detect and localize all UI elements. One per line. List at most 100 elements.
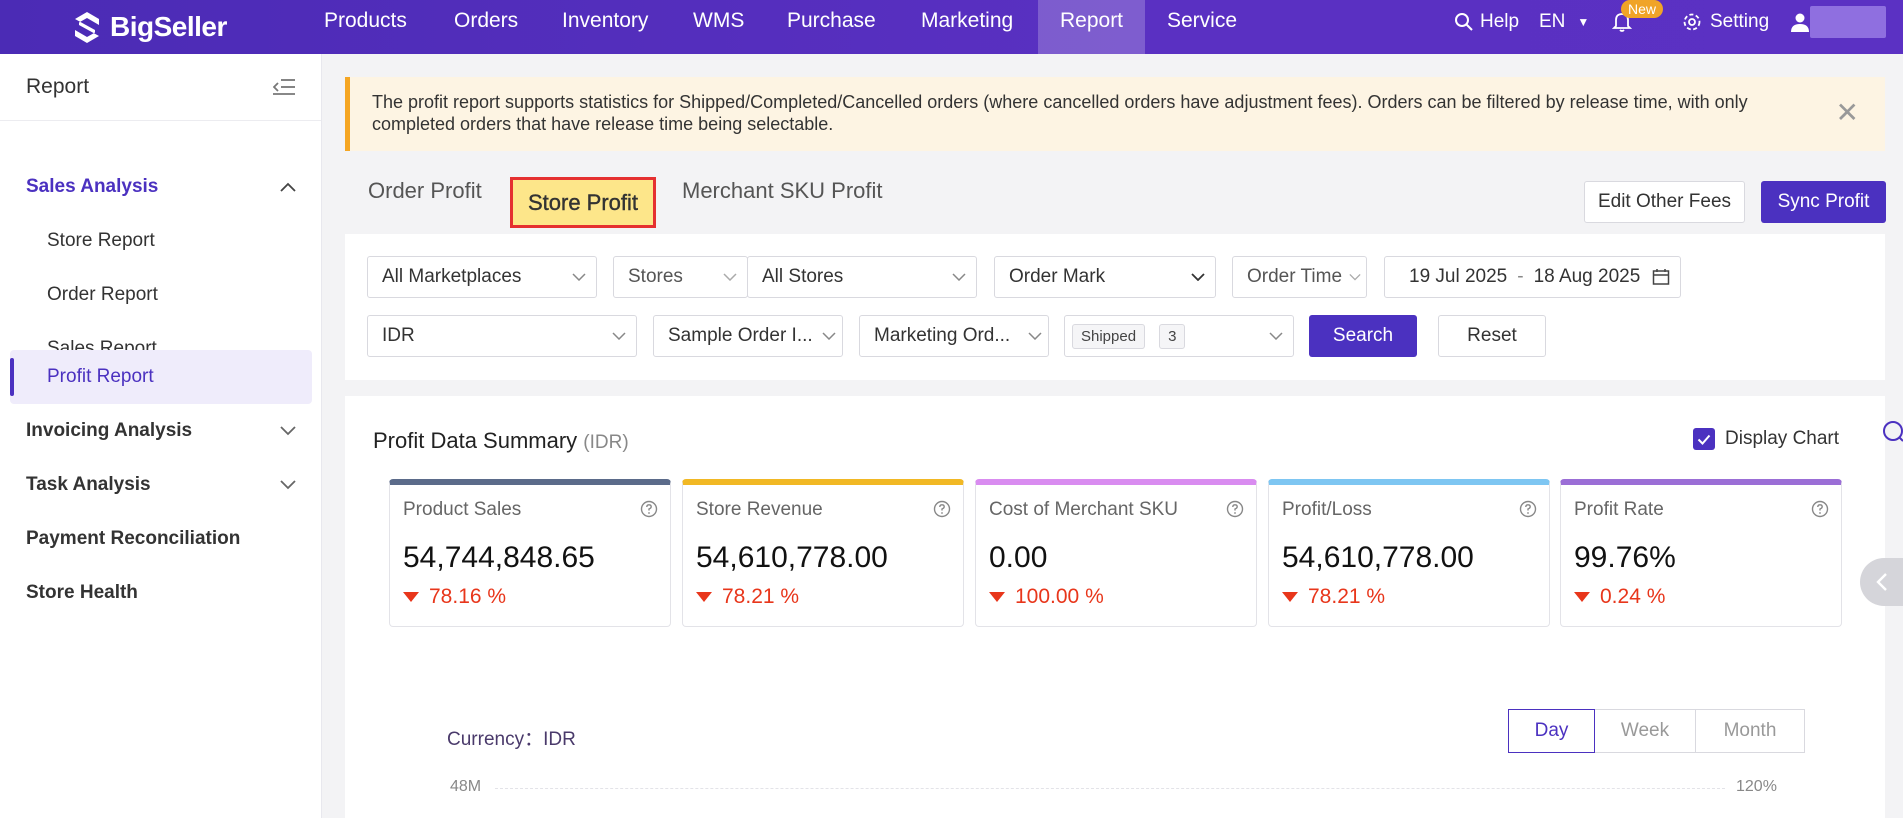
nav-purchase[interactable]: Purchase	[787, 9, 876, 32]
chart-currency-value: IDR	[543, 729, 576, 750]
floating-search-icon[interactable]	[1878, 418, 1903, 448]
sidebar-header: Report	[0, 54, 321, 121]
metric-card-store-revenue: Store Revenue 54,610,778.00 78.21 %	[682, 479, 964, 627]
metric-label: Cost of Merchant SKU	[989, 499, 1179, 520]
metric-change: 78.21 %	[696, 585, 799, 609]
nav-inventory[interactable]: Inventory	[562, 9, 649, 32]
metric-label: Store Revenue	[696, 499, 823, 520]
order-mark-select[interactable]: Order Mark	[994, 256, 1216, 298]
stores-select[interactable]: All Stores	[747, 256, 977, 298]
sidebar-group-label: Store Health	[26, 582, 138, 603]
sidebar-item-profit-report[interactable]: Profit Report	[10, 350, 312, 404]
marketplace-select-value: All Marketplaces	[382, 266, 522, 287]
nav-report[interactable]: Report	[1038, 0, 1145, 54]
stores-type-select[interactable]: Stores	[613, 256, 748, 298]
stores-select-value: All Stores	[762, 266, 844, 287]
display-chart-label: Display Chart	[1725, 428, 1840, 449]
sample-order-value: Sample Order I...	[668, 325, 813, 346]
collapse-menu-icon[interactable]	[273, 78, 295, 96]
metric-change: 78.21 %	[1282, 585, 1385, 609]
currency-select[interactable]: IDR	[367, 315, 637, 357]
language-select[interactable]: EN ▼	[1539, 0, 1589, 44]
metric-card-product-sales: Product Sales 54,744,848.65 78.16 %	[389, 479, 671, 627]
metric-change-value: 100.00 %	[1015, 585, 1104, 608]
calendar-icon	[1653, 269, 1670, 285]
nav-products[interactable]: Products	[324, 9, 407, 32]
edit-other-fees-button[interactable]: Edit Other Fees	[1584, 181, 1745, 223]
sidebar-group-invoicing-analysis[interactable]: Invoicing Analysis	[0, 404, 322, 458]
order-mark-value: Order Mark	[1009, 266, 1106, 287]
search-icon	[1455, 13, 1473, 31]
nav-orders[interactable]: Orders	[454, 9, 519, 32]
sidebar-item-store-report[interactable]: Store Report	[47, 230, 155, 251]
close-icon[interactable]: ✕	[1835, 97, 1859, 128]
brand-name: BigSeller	[110, 11, 227, 42]
nav-wms[interactable]: WMS	[693, 9, 745, 32]
chevron-down-icon	[562, 273, 596, 281]
help-icon[interactable]	[1811, 500, 1829, 518]
reset-button[interactable]: Reset	[1438, 315, 1546, 357]
sample-order-select[interactable]: Sample Order I...	[653, 315, 843, 357]
side-panel-toggle[interactable]	[1860, 558, 1903, 606]
date-range-picker[interactable]: 19 Jul 2025 - 18 Aug 2025	[1384, 256, 1681, 298]
metric-change-value: 78.16 %	[429, 585, 507, 608]
help-link[interactable]: Help	[1454, 0, 1519, 44]
gear-icon	[1683, 13, 1701, 31]
checkbox-checked-icon	[1693, 428, 1715, 450]
chevron-down-icon	[816, 332, 842, 340]
period-month-button[interactable]: Month	[1695, 709, 1805, 753]
chart-currency-label: Currency：	[447, 729, 544, 750]
sidebar-group-task-analysis[interactable]: Task Analysis	[0, 458, 322, 512]
sync-profit-button[interactable]: Sync Profit	[1761, 181, 1886, 223]
metric-value: 54,744,848.65	[403, 541, 595, 574]
metric-change: 100.00 %	[989, 585, 1104, 609]
search-button[interactable]: Search	[1309, 315, 1417, 357]
sidebar-item-order-report[interactable]: Order Report	[47, 284, 158, 305]
top-nav: BigSeller Products Orders Inventory WMS …	[0, 0, 1903, 54]
info-alert: The profit report supports statistics fo…	[345, 77, 1885, 151]
display-chart-checkbox[interactable]: Display Chart	[1693, 428, 1839, 450]
sidebar: Report Sales Analysis Store Report Order…	[0, 54, 322, 818]
help-icon[interactable]	[640, 500, 658, 518]
down-arrow-icon	[696, 592, 712, 602]
marketing-order-select[interactable]: Marketing Ord...	[859, 315, 1049, 357]
period-day-button[interactable]: Day	[1508, 709, 1595, 753]
nav-service[interactable]: Service	[1167, 9, 1238, 32]
help-icon[interactable]	[1226, 500, 1244, 518]
user-menu[interactable]	[1790, 0, 1810, 44]
sidebar-title: Report	[26, 75, 90, 98]
metric-change: 0.24 %	[1574, 585, 1665, 609]
chevron-down-icon	[713, 273, 747, 281]
marketing-order-value: Marketing Ord...	[874, 325, 1011, 346]
tab-store-profit[interactable]: Store Profit	[510, 177, 656, 228]
chevron-left-icon	[1875, 573, 1887, 591]
brand-logo[interactable]: BigSeller	[72, 6, 227, 48]
summary-title: Profit Data Summary (IDR)	[373, 428, 629, 454]
order-time-select[interactable]: Order Time	[1232, 256, 1367, 298]
status-tag-shipped[interactable]: Shipped	[1072, 323, 1146, 349]
down-arrow-icon	[1574, 592, 1590, 602]
avatar[interactable]	[1810, 6, 1886, 38]
order-status-select[interactable]: Shipped 3	[1064, 315, 1294, 357]
help-icon[interactable]	[1519, 500, 1537, 518]
down-arrow-icon	[1282, 592, 1298, 602]
chevron-down-icon	[1181, 273, 1215, 281]
sidebar-item-store-health[interactable]: Store Health	[0, 566, 322, 620]
tab-merchant-sku-profit[interactable]: Merchant SKU Profit	[682, 178, 883, 203]
bigseller-logo-icon	[75, 12, 99, 43]
metric-label: Profit Rate	[1574, 499, 1664, 520]
metric-label: Product Sales	[403, 499, 522, 520]
chart-gridline	[495, 788, 1725, 789]
chevron-down-icon	[942, 273, 976, 281]
marketplace-select[interactable]: All Marketplaces	[367, 256, 597, 298]
help-icon[interactable]	[933, 500, 951, 518]
sidebar-item-payment-reconciliation[interactable]: Payment Reconciliation	[0, 512, 322, 566]
period-week-button[interactable]: Week	[1594, 709, 1696, 753]
stores-type-value: Stores	[628, 266, 683, 287]
setting-link[interactable]: Setting	[1682, 0, 1769, 44]
chevron-down-icon	[1344, 273, 1366, 281]
sidebar-group-sales-analysis[interactable]: Sales Analysis	[0, 160, 322, 214]
chevron-down-icon	[280, 426, 296, 436]
nav-marketing[interactable]: Marketing	[921, 9, 1014, 32]
tab-order-profit[interactable]: Order Profit	[368, 178, 482, 203]
